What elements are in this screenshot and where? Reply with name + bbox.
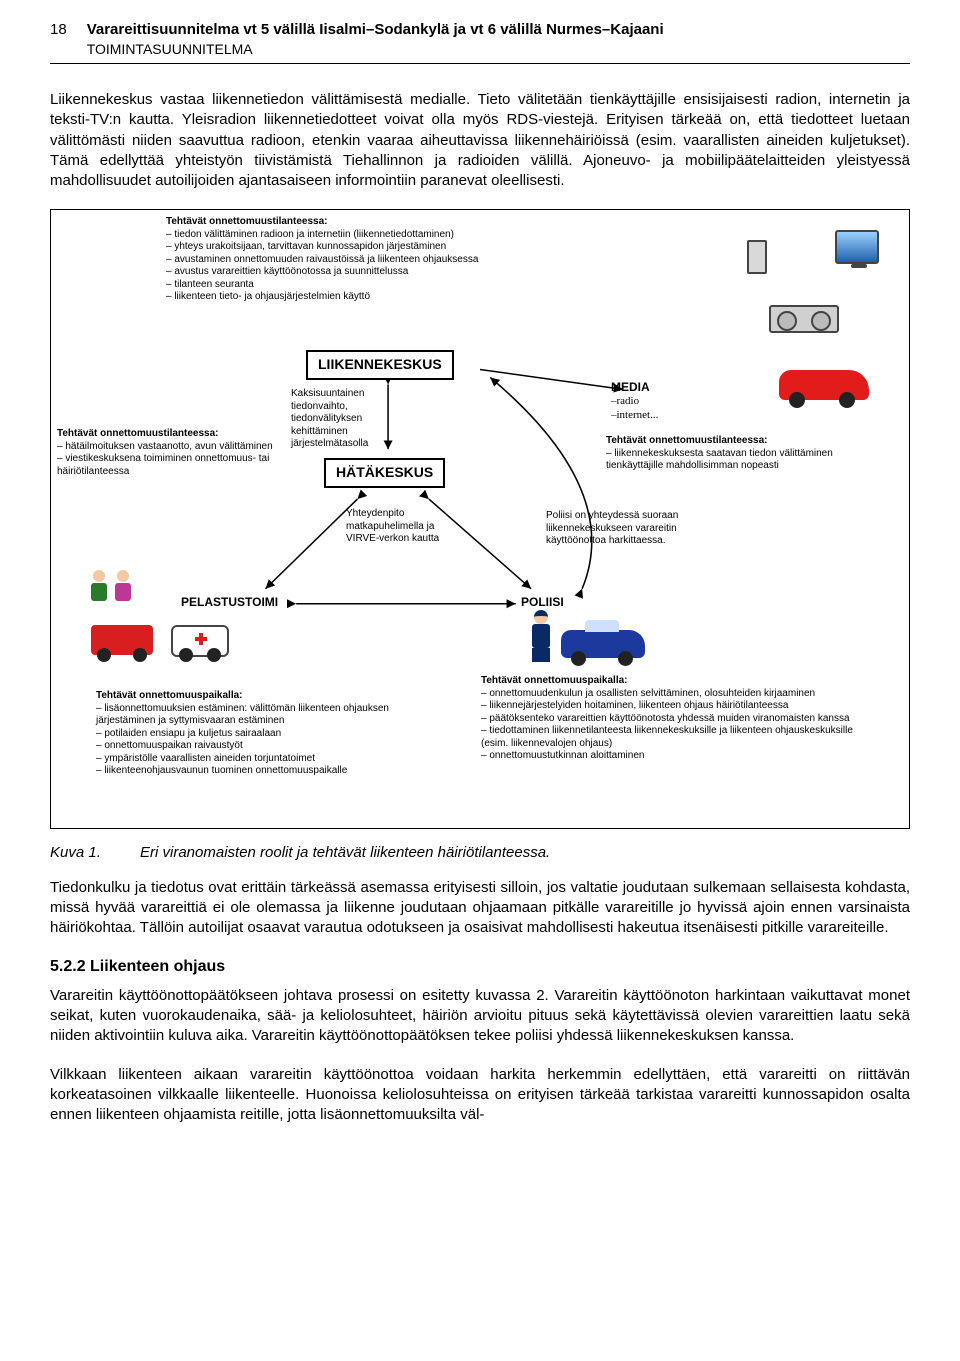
police-car-icon [561, 630, 645, 658]
header-titles: Varareittisuunnitelma vt 5 välillä Iisal… [87, 20, 910, 59]
br-task-item: – tiedottaminen liikennetilanteesta liik… [481, 725, 876, 750]
top-task-item: – liikenteen tieto- ja ohjausjärjestelmi… [166, 291, 586, 304]
boombox-icon [769, 305, 839, 333]
left-task-item: – hätäilmoituksen vastaanotto, avun väli… [57, 441, 292, 454]
car-icon [779, 370, 869, 400]
policeman-icon [531, 610, 551, 662]
top-task-item: – avustus varareittien käyttöönotossa ja… [166, 266, 586, 279]
top-task-item: – yhteys urakoitsijaan, tarvittavan kunn… [166, 241, 586, 254]
top-task-item: – avustaminen onnettomuuden raivaustöiss… [166, 254, 586, 267]
note-line: tiedonvaihto, [291, 401, 401, 414]
note-line: tiedonvälityksen [291, 413, 401, 426]
tv-icon [835, 230, 879, 264]
br-task-item: – onnettomuustutkinnan aloittaminen [481, 750, 876, 763]
firetruck-icon [91, 625, 153, 655]
top-task-item: – tilanteen seuranta [166, 279, 586, 292]
liikennekeskus-box: LIIKENNEKESKUS [306, 350, 454, 380]
paragraph-3: Varareitin käyttöönottopäätökseen johtav… [50, 986, 910, 1047]
bottom-left-task-title: Tehtävät onnettomuuspaikalla: [96, 690, 451, 703]
bl-task-item: – onnettomuuspaikan raivaustyöt [96, 740, 451, 753]
note-line: matkapuhelimella ja [346, 521, 466, 534]
figure-1-diagram: Tehtävät onnettomuustilanteessa: – tiedo… [50, 209, 910, 829]
top-task-list: Tehtävät onnettomuustilanteessa: – tiedo… [166, 216, 586, 304]
header-subtitle: TOIMINTASUUNNITELMA [87, 40, 910, 59]
section-heading-522: 5.2.2 Liikenteen ohjaus [50, 956, 910, 978]
figure-caption: Kuva 1. Eri viranomaisten roolit ja teht… [50, 843, 910, 863]
bl-task-item: – lisäonnettomuuksien estäminen: välittö… [96, 703, 451, 728]
paramedic-icon [91, 570, 131, 614]
top-task-item: – tiedon välittäminen radioon ja interne… [166, 229, 586, 242]
br-task-item: – onnettomuudenkulun ja osallisten selvi… [481, 688, 876, 701]
bl-task-item: – ympäristölle vaarallisten aineiden tor… [96, 753, 451, 766]
ambulance-icon [171, 625, 229, 657]
br-task-item: – päätöksenteko varareittien käyttöönoto… [481, 713, 876, 726]
between-boxes-note: Kaksisuuntainen tiedonvaihto, tiedonväli… [291, 388, 401, 451]
bottom-left-task-list: Tehtävät onnettomuuspaikalla: – lisäonne… [96, 690, 451, 778]
paragraph-1: Liikennekeskus vastaa liikennetiedon väl… [50, 90, 910, 191]
below-hatakeskus-note: Yhteydenpito matkapuhelimella ja VIRVE-v… [346, 508, 466, 546]
media-line: –radio [611, 395, 658, 409]
paragraph-4: Vilkkaan liikenteen aikaan varareitin kä… [50, 1065, 910, 1126]
caption-label: Kuva 1. [50, 843, 140, 863]
br-task-item: – liikennejärjestelyiden hoitaminen, lii… [481, 700, 876, 713]
media-task-title: Tehtävät onnettomuustilanteessa: [606, 435, 851, 448]
pelastustoimi-label: PELASTUSTOIMI [181, 595, 278, 610]
top-task-title: Tehtävät onnettomuustilanteessa: [166, 216, 586, 229]
page-header: 18 Varareittisuunnitelma vt 5 välillä Ii… [50, 20, 910, 64]
speaker-icon [745, 240, 769, 279]
bl-task-item: – liikenteenohjausvaunun tuominen onnett… [96, 765, 451, 778]
media-task-list: Tehtävät onnettomuustilanteessa: – liike… [606, 435, 851, 473]
paragraph-2: Tiedonkulku ja tiedotus ovat erittäin tä… [50, 878, 910, 939]
media-task-item: – liikennekeskuksesta saatavan tiedon vä… [606, 448, 851, 473]
note-line: järjestelmätasolla [291, 438, 401, 451]
note-line: VIRVE-verkon kautta [346, 533, 466, 546]
page-number: 18 [50, 20, 67, 40]
media-heading: MEDIA [611, 380, 658, 395]
header-title: Varareittisuunnitelma vt 5 välillä Iisal… [87, 20, 910, 40]
poliisi-label: POLIISI [521, 595, 564, 610]
bottom-right-task-list: Tehtävät onnettomuuspaikalla: – onnettom… [481, 675, 876, 763]
left-task-item: – viestikeskuksena toimiminen onnettomuu… [57, 453, 292, 478]
media-line: –internet... [611, 409, 658, 423]
bottom-right-task-title: Tehtävät onnettomuuspaikalla: [481, 675, 876, 688]
bl-task-item: – potilaiden ensiapu ja kuljetus sairaal… [96, 728, 451, 741]
note-line: Kaksisuuntainen [291, 388, 401, 401]
hatakeskus-box: HÄTÄKESKUS [324, 458, 445, 488]
media-block: MEDIA –radio –internet... [611, 380, 658, 423]
note-line: kehittäminen [291, 426, 401, 439]
poliisi-note: Poliisi on yhteydessä suoraan liikenneke… [546, 510, 736, 548]
left-task-list: Tehtävät onnettomuustilanteessa: – hätäi… [57, 428, 292, 478]
note-line: Yhteydenpito [346, 508, 466, 521]
left-task-title: Tehtävät onnettomuustilanteessa: [57, 428, 292, 441]
caption-text: Eri viranomaisten roolit ja tehtävät lii… [140, 843, 550, 863]
